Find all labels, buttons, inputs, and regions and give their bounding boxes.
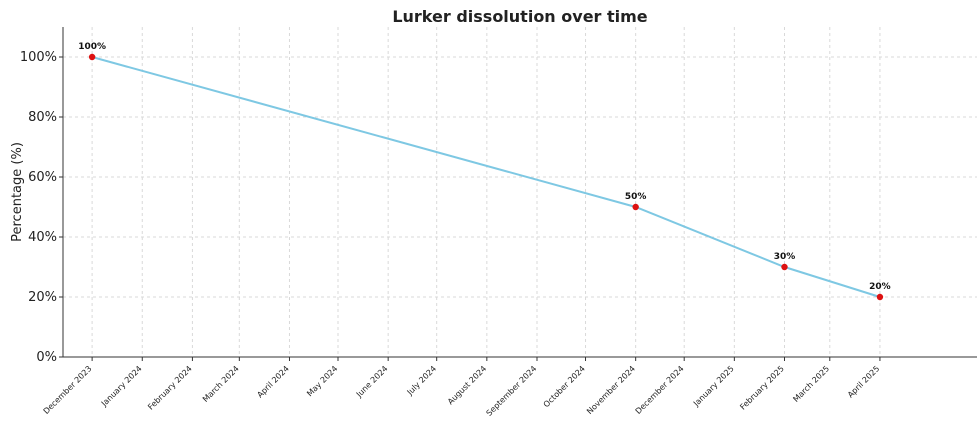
- data-label: 100%: [78, 42, 106, 52]
- x-tick-label: January 2025: [691, 364, 736, 409]
- x-tick-label: July 2024: [405, 364, 438, 397]
- y-tick-label: 40%: [28, 230, 57, 245]
- x-tick-label: October 2024: [542, 364, 587, 409]
- x-tick-label: August 2024: [446, 364, 488, 406]
- x-tick-label: March 2024: [201, 364, 241, 404]
- chart-title: Lurker dissolution over time: [392, 7, 647, 26]
- y-tick-label: 60%: [28, 170, 57, 185]
- data-label: 20%: [869, 282, 891, 292]
- data-point: [632, 203, 639, 211]
- x-tick-label: April 2025: [846, 364, 881, 399]
- x-tick-label: June 2024: [354, 364, 390, 400]
- data-label-layer: 100% 50% 30% 20%: [78, 42, 890, 292]
- data-point: [876, 293, 884, 301]
- x-tick-label: November 2024: [585, 364, 637, 416]
- x-tick-label: December 2023: [42, 364, 94, 416]
- data-point: [781, 263, 788, 271]
- y-axis-label: Percentage (%): [10, 142, 25, 242]
- y-tick-label: 100%: [20, 50, 57, 65]
- x-tick-label: December 2024: [634, 364, 686, 416]
- y-tick-label: 80%: [28, 110, 57, 125]
- series-layer: [88, 53, 884, 301]
- x-tick-label: January 2024: [99, 364, 144, 409]
- x-tick-label: September 2024: [485, 364, 539, 418]
- x-tick-label: February 2025: [738, 364, 786, 412]
- series-line: [91, 56, 881, 298]
- grid-layer: [63, 27, 977, 357]
- tick-layer: 0%20%40%60%80%100%December 2023 January 2…: [20, 50, 882, 418]
- x-tick-label: February 2024: [146, 364, 194, 412]
- axis-layer: [62, 27, 977, 358]
- x-tick-label: May 2024: [305, 364, 339, 398]
- data-label: 50%: [625, 192, 647, 202]
- y-tick-label: 20%: [28, 290, 57, 305]
- x-tick-label: March 2025: [791, 364, 831, 404]
- data-point: [88, 53, 96, 61]
- y-tick-label: 0%: [36, 350, 57, 365]
- data-label: 30%: [774, 252, 796, 262]
- x-tick-label: April 2024: [255, 364, 290, 399]
